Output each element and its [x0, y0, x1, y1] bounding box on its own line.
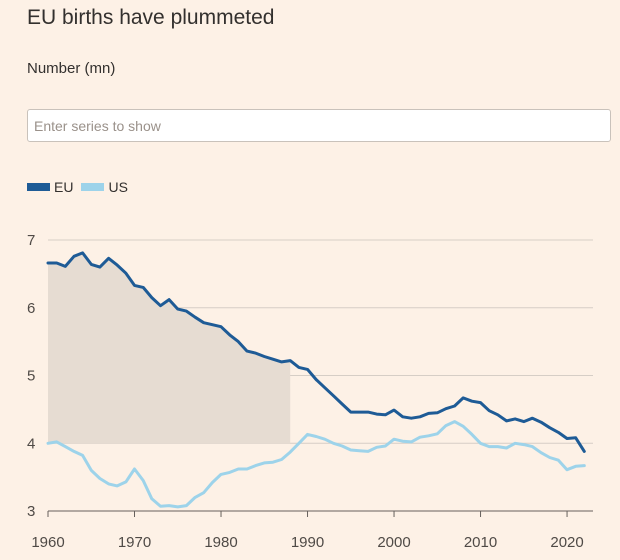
x-tick-label-1980: 1980: [204, 534, 237, 551]
series-line-eu: [46, 251, 586, 453]
x-tick-label-1970: 1970: [118, 534, 151, 551]
legend-swatch-us: [81, 183, 105, 191]
legend-item-us[interactable]: US: [81, 179, 128, 195]
page-title: EU births have plummeted: [27, 6, 275, 29]
legend-item-eu[interactable]: EU: [27, 179, 73, 195]
chart-legend: EU US: [27, 178, 136, 196]
x-tick-label-2000: 2000: [377, 534, 410, 551]
legend-label-us: US: [108, 179, 128, 195]
y-tick-label-6: 6: [27, 300, 35, 317]
series-line-us: [46, 420, 586, 509]
x-tick-label-1960: 1960: [31, 534, 64, 551]
legend-label-eu: EU: [54, 179, 74, 195]
y-tick-label-4: 4: [27, 435, 35, 452]
y-tick-label-3: 3: [27, 503, 35, 520]
legend-swatch-eu: [27, 183, 50, 191]
y-tick-label-5: 5: [27, 368, 35, 385]
series-search-input[interactable]: [27, 109, 611, 142]
chart-subtitle: Number (mn): [27, 60, 116, 77]
x-tick-label-1990: 1990: [291, 534, 324, 551]
shaded-region: [48, 252, 291, 444]
x-tick-label-2020: 2020: [550, 534, 583, 551]
y-tick-label-7: 7: [27, 232, 35, 249]
x-tick-label-2010: 2010: [464, 534, 497, 551]
